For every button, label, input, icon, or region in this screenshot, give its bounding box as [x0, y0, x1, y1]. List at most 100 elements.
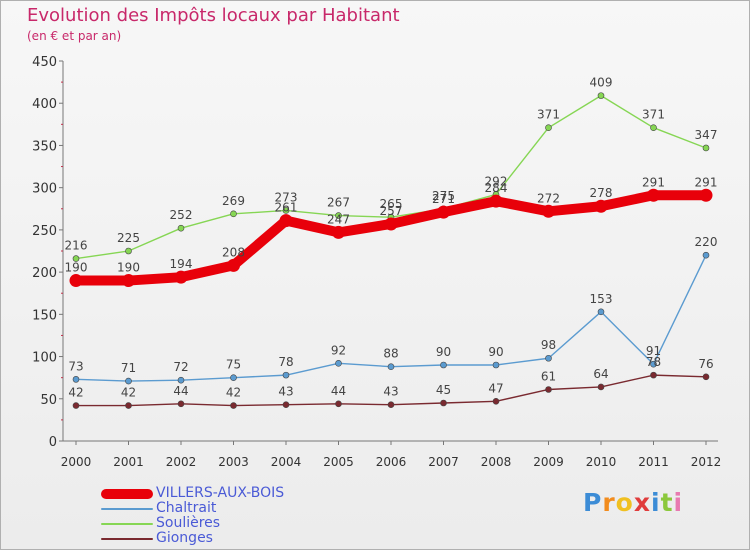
y-tick-label: 350 [32, 139, 57, 154]
data-label: 76 [698, 357, 713, 371]
data-label: 90 [488, 345, 503, 359]
logo-letter: i [673, 488, 684, 517]
data-point [72, 255, 80, 262]
data-point [597, 92, 605, 99]
data-point [125, 402, 132, 409]
data-point [440, 361, 447, 369]
legend-swatch [101, 508, 153, 510]
proxiti-logo: Proxiti [583, 488, 683, 517]
legend-item: Soulières [101, 515, 341, 531]
data-label: 347 [695, 128, 718, 142]
data-point [387, 363, 395, 370]
data-label: 208 [222, 245, 245, 259]
data-point [489, 194, 503, 208]
data-label: 371 [537, 108, 560, 122]
data-label: 45 [436, 383, 451, 397]
legend-item: VILLERS-AUX-BOIS [101, 485, 341, 501]
data-point [650, 371, 657, 379]
x-tick-label: 2011 [638, 455, 669, 469]
data-label: 190 [65, 261, 88, 275]
data-point [282, 401, 290, 408]
data-label: 409 [590, 76, 613, 90]
data-label: 194 [170, 257, 193, 271]
y-tick-label: 450 [32, 55, 57, 70]
x-tick-label: 2007 [428, 455, 459, 469]
series-layer [69, 92, 713, 409]
data-label: 190 [117, 261, 140, 275]
data-point [437, 205, 450, 219]
chart-subtitle: (en € et par an) [27, 29, 122, 43]
y-tick-label: 150 [32, 308, 57, 323]
logo-letter: t [660, 488, 674, 517]
data-point [597, 383, 605, 391]
data-label: 61 [541, 369, 556, 383]
series-line-souli-res [75, 94, 707, 260]
data-label: 42 [226, 386, 241, 400]
data-point [177, 224, 185, 232]
data-label: 371 [642, 108, 665, 122]
x-tick-label: 2008 [481, 455, 512, 469]
data-label: 261 [275, 201, 298, 215]
legend-label: VILLERS-AUX-BOIS [156, 485, 285, 501]
data-point [174, 270, 188, 284]
y-tick-label: 250 [32, 224, 57, 239]
x-tick-label: 2005 [323, 455, 354, 469]
data-label: 275 [432, 189, 455, 203]
data-point [227, 258, 240, 272]
data-point [699, 188, 713, 202]
data-label: 265 [380, 197, 403, 211]
data-point [177, 376, 185, 384]
data-point [72, 402, 80, 409]
axes: 0 50 100 150 200 250 300 350 400 450 2000 2001 2002 2… [32, 55, 721, 469]
data-label: 220 [695, 235, 718, 249]
data-label: 216 [65, 239, 88, 253]
data-label: 88 [383, 347, 398, 361]
data-label: 292 [485, 174, 508, 188]
logo-letter: i [651, 488, 661, 517]
data-point [542, 204, 555, 218]
data-point [647, 188, 660, 202]
chart-title: Evolution des Impôts locaux par Habitant [27, 5, 400, 26]
data-label: 47 [488, 381, 503, 395]
data-label: 98 [541, 338, 556, 352]
data-point [492, 398, 500, 405]
data-point [282, 207, 290, 214]
legend-label: Soulières [156, 515, 221, 531]
data-point [122, 274, 135, 288]
x-tick-label: 2002 [166, 455, 197, 469]
data-label: 64 [593, 367, 608, 381]
legend-item: Chaltrait [101, 500, 341, 516]
x-tick-label: 2004 [271, 455, 302, 469]
data-label: 42 [68, 386, 83, 400]
data-point [279, 214, 293, 228]
data-label: 92 [331, 343, 346, 357]
data-label: 225 [117, 231, 140, 245]
data-label: 284 [485, 181, 508, 195]
x-tick-label: 2003 [218, 455, 249, 469]
data-point [72, 376, 80, 383]
legend-item: Gionges [101, 530, 341, 546]
data-point [594, 199, 608, 213]
data-label: 272 [537, 191, 560, 205]
data-point [545, 354, 552, 362]
data-label: 273 [275, 190, 298, 204]
data-point [702, 251, 710, 259]
data-point [335, 360, 342, 367]
data-point [545, 124, 552, 132]
legend-swatch [101, 523, 153, 525]
data-label: 278 [590, 186, 613, 200]
x-tick-label: 2000 [61, 455, 92, 469]
legend: VILLERS-AUX-BOIS Chaltrait Soulières Gionge… [101, 485, 341, 546]
data-point [69, 274, 83, 288]
data-label: 91 [646, 344, 661, 358]
logo-letter: P [583, 488, 603, 517]
logo-letter: x [633, 488, 651, 517]
legend-swatch [101, 489, 153, 499]
data-label: 257 [380, 204, 403, 218]
legend-label: Chaltrait [156, 500, 217, 516]
data-label: 90 [436, 345, 451, 359]
data-point [125, 377, 132, 385]
data-label: 78 [646, 355, 661, 369]
data-point [650, 360, 657, 368]
